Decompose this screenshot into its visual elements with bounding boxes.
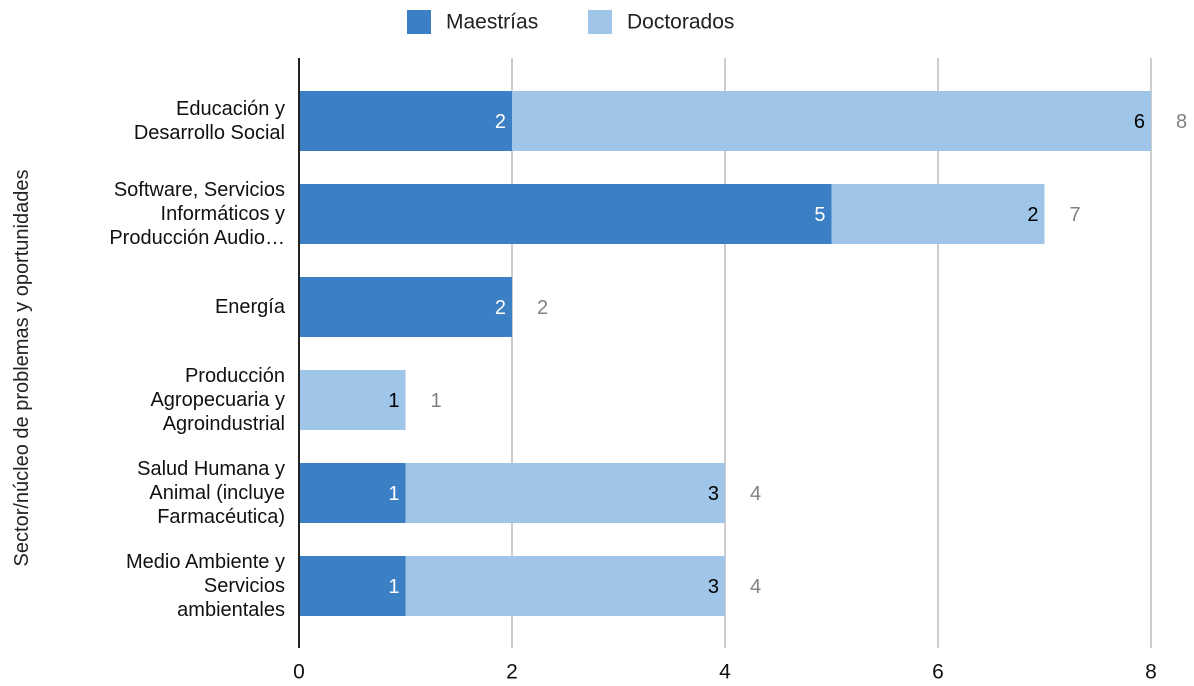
bar-6-doctorados bbox=[405, 556, 725, 616]
category-label-line: Servicios bbox=[204, 575, 285, 597]
total-label-6: 4 bbox=[750, 576, 761, 598]
data-label-5-2: 3 bbox=[708, 483, 719, 505]
bar-1-maestrias bbox=[299, 91, 512, 151]
bar-4-doctorados bbox=[299, 370, 406, 430]
x-tick-label-4: 4 bbox=[719, 661, 731, 684]
y-axis-title: Sector/núcleo de problemas y oportunidad… bbox=[11, 170, 33, 567]
category-label-line: Desarrollo Social bbox=[134, 122, 285, 144]
total-label-2: 7 bbox=[1070, 204, 1081, 226]
category-label-3: Energía bbox=[215, 296, 286, 318]
category-label-line: Agropecuaria y bbox=[150, 389, 285, 411]
bar-3-maestrias bbox=[299, 277, 512, 337]
data-label-3-1: 2 bbox=[495, 297, 506, 319]
total-label-5: 4 bbox=[750, 483, 761, 505]
data-label-5-1: 1 bbox=[388, 483, 399, 505]
x-tick-labels: 0 2 4 6 8 bbox=[293, 661, 1157, 684]
x-tick-label-6: 6 bbox=[932, 661, 944, 684]
category-label-line: Animal (incluye bbox=[149, 482, 285, 504]
category-label-line: Producción Audio… bbox=[109, 227, 285, 249]
bar-6-maestrias bbox=[299, 556, 406, 616]
data-label-6-2: 3 bbox=[708, 576, 719, 598]
category-label-line: Salud Humana y bbox=[137, 458, 285, 480]
bar-5-maestrias bbox=[299, 463, 406, 523]
bar-1-doctorados bbox=[512, 91, 1151, 151]
x-tick-label-0: 0 bbox=[293, 661, 305, 684]
total-label-3: 2 bbox=[537, 297, 548, 319]
category-label-line: Energía bbox=[215, 296, 286, 318]
data-label-6-1: 1 bbox=[388, 576, 399, 598]
x-tick-label-2: 2 bbox=[506, 661, 518, 684]
legend-label-2: Doctorados bbox=[627, 11, 734, 34]
category-label-line: Agroindustrial bbox=[163, 413, 285, 435]
data-label-1-1: 2 bbox=[495, 111, 506, 133]
data-label-2-2: 2 bbox=[1027, 204, 1038, 226]
legend-label-1: Maestrías bbox=[446, 11, 538, 34]
category-label-line: Software, Servicios bbox=[114, 179, 285, 201]
bar-2-maestrias bbox=[299, 184, 832, 244]
bar-2-doctorados bbox=[831, 184, 1045, 244]
category-label-line: Producción bbox=[185, 365, 285, 387]
data-label-4-2: 1 bbox=[388, 390, 399, 412]
data-label-2-1: 5 bbox=[814, 204, 825, 226]
category-label-line: Farmacéutica) bbox=[157, 506, 285, 528]
legend-swatch-2 bbox=[588, 10, 612, 34]
total-label-4: 1 bbox=[431, 390, 442, 412]
bar-5-doctorados bbox=[405, 463, 725, 523]
category-label-line: Informáticos y bbox=[161, 203, 285, 225]
total-label-1: 8 bbox=[1176, 111, 1187, 133]
bars: 2 6 8 5 2 7 2 2 1 1 1 3 4 1 3 4 bbox=[299, 91, 1187, 616]
category-label-line: ambientales bbox=[177, 599, 285, 621]
category-label-line: Medio Ambiente y bbox=[126, 551, 285, 573]
legend-swatch-1 bbox=[407, 10, 431, 34]
category-label-line: Educación y bbox=[176, 98, 285, 120]
legend: Maestrías Doctorados bbox=[407, 10, 734, 34]
x-tick-label-8: 8 bbox=[1145, 661, 1157, 684]
gridlines bbox=[511, 58, 1152, 648]
data-label-1-2: 6 bbox=[1134, 111, 1145, 133]
